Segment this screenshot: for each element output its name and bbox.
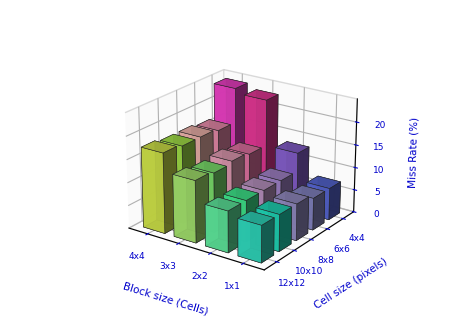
X-axis label: Block size (Cells): Block size (Cells) xyxy=(122,280,210,316)
Y-axis label: Cell size (pixels): Cell size (pixels) xyxy=(312,256,389,311)
